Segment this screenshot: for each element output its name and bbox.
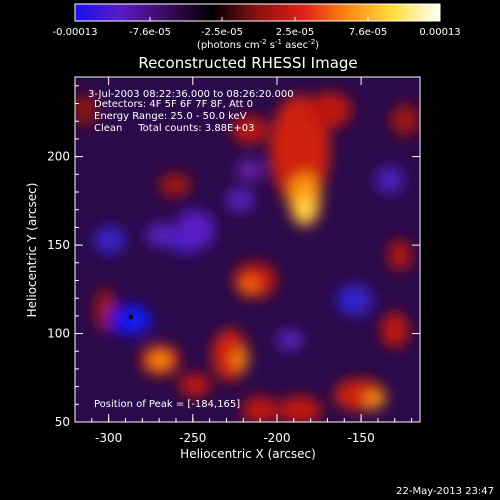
colorbar-strip bbox=[74, 3, 441, 22]
x-axis-label: Heliocentric X (arcsec) bbox=[180, 447, 316, 461]
image-blob bbox=[337, 284, 373, 316]
image-blob bbox=[75, 94, 97, 126]
colorbar-tick-label: 0.00013 bbox=[419, 27, 460, 38]
image-blob bbox=[232, 350, 248, 370]
image-blob bbox=[388, 239, 412, 271]
energy-range-label: Energy Range: 25.0 - 50.0 keV bbox=[94, 111, 247, 122]
image-blob bbox=[365, 392, 385, 408]
colorbar-tick-label: -2.5e-05 bbox=[201, 27, 243, 38]
image-blob bbox=[226, 188, 254, 212]
y-tick-label: 200 bbox=[47, 150, 70, 164]
y-axis-label: Heliocentric Y (arcsec) bbox=[25, 183, 39, 318]
image-blob bbox=[236, 160, 264, 180]
image-blob bbox=[242, 396, 278, 422]
colorbar-tick-label: -7.6e-05 bbox=[129, 27, 171, 38]
timestamp: 22-May-2013 23:47 bbox=[396, 486, 494, 497]
image-blob bbox=[391, 104, 419, 136]
plot-annotations: 3-Jul-2003 08:22:36.000 to 08:26:20.000 … bbox=[88, 89, 294, 410]
image-blob bbox=[376, 166, 404, 194]
x-tick-label: -200 bbox=[263, 431, 290, 445]
image-blob bbox=[175, 210, 215, 250]
image-blob bbox=[159, 173, 191, 197]
time-range-label: 3-Jul-2003 08:22:36.000 to 08:26:20.000 bbox=[88, 89, 294, 100]
x-tick-label: -300 bbox=[95, 431, 122, 445]
colorbar-units-label: (photons cm-2 s-1 asec-2) bbox=[197, 38, 319, 51]
colorbar-tick-label: 2.5e-05 bbox=[276, 27, 314, 38]
clean-counts-label: Clean Total counts: 3.88E+03 bbox=[94, 123, 254, 134]
peak-position-label: Position of Peak = [-184,165] bbox=[94, 399, 240, 410]
x-tick-label: -250 bbox=[179, 431, 206, 445]
image-blob bbox=[123, 312, 147, 328]
x-tick-label: -150 bbox=[347, 431, 374, 445]
image-blob bbox=[150, 352, 170, 368]
x-axis-ticks: -300 -250 -200 -150 bbox=[91, 77, 413, 445]
colorbar: -0.00013 -7.6e-05 -2.5e-05 2.5e-05 7.6e-05 0.… bbox=[53, 3, 461, 51]
y-tick-label: 150 bbox=[47, 238, 70, 252]
heatmap-image bbox=[75, 77, 420, 422]
image-blob bbox=[308, 92, 352, 128]
peak-marker bbox=[128, 314, 134, 320]
colorbar-ticks: -0.00013 -7.6e-05 -2.5e-05 2.5e-05 7.6e-05 0.… bbox=[53, 17, 461, 38]
image-blob bbox=[146, 223, 174, 247]
y-tick-label: 50 bbox=[55, 415, 70, 429]
image-blob bbox=[94, 226, 126, 254]
image-title: Reconstructed RHESSI Image bbox=[138, 54, 357, 72]
detectors-label: Detectors: 4F 5F 6F 7F 8F, Att 0 bbox=[94, 99, 253, 110]
image-blob bbox=[276, 330, 304, 350]
colorbar-tick-label: 7.6e-05 bbox=[349, 27, 387, 38]
image-blob bbox=[179, 373, 211, 397]
colorbar-tick-label: -0.00013 bbox=[53, 27, 98, 38]
plot-frame bbox=[74, 76, 421, 423]
image-blob bbox=[240, 277, 260, 293]
image-blob bbox=[278, 396, 322, 422]
image-blob bbox=[297, 198, 313, 222]
image-blob bbox=[232, 116, 268, 144]
image-blob bbox=[381, 312, 409, 348]
y-tick-label: 100 bbox=[47, 327, 70, 341]
image-blob bbox=[337, 292, 353, 308]
y-axis-ticks: 200 150 100 50 bbox=[47, 85, 420, 429]
